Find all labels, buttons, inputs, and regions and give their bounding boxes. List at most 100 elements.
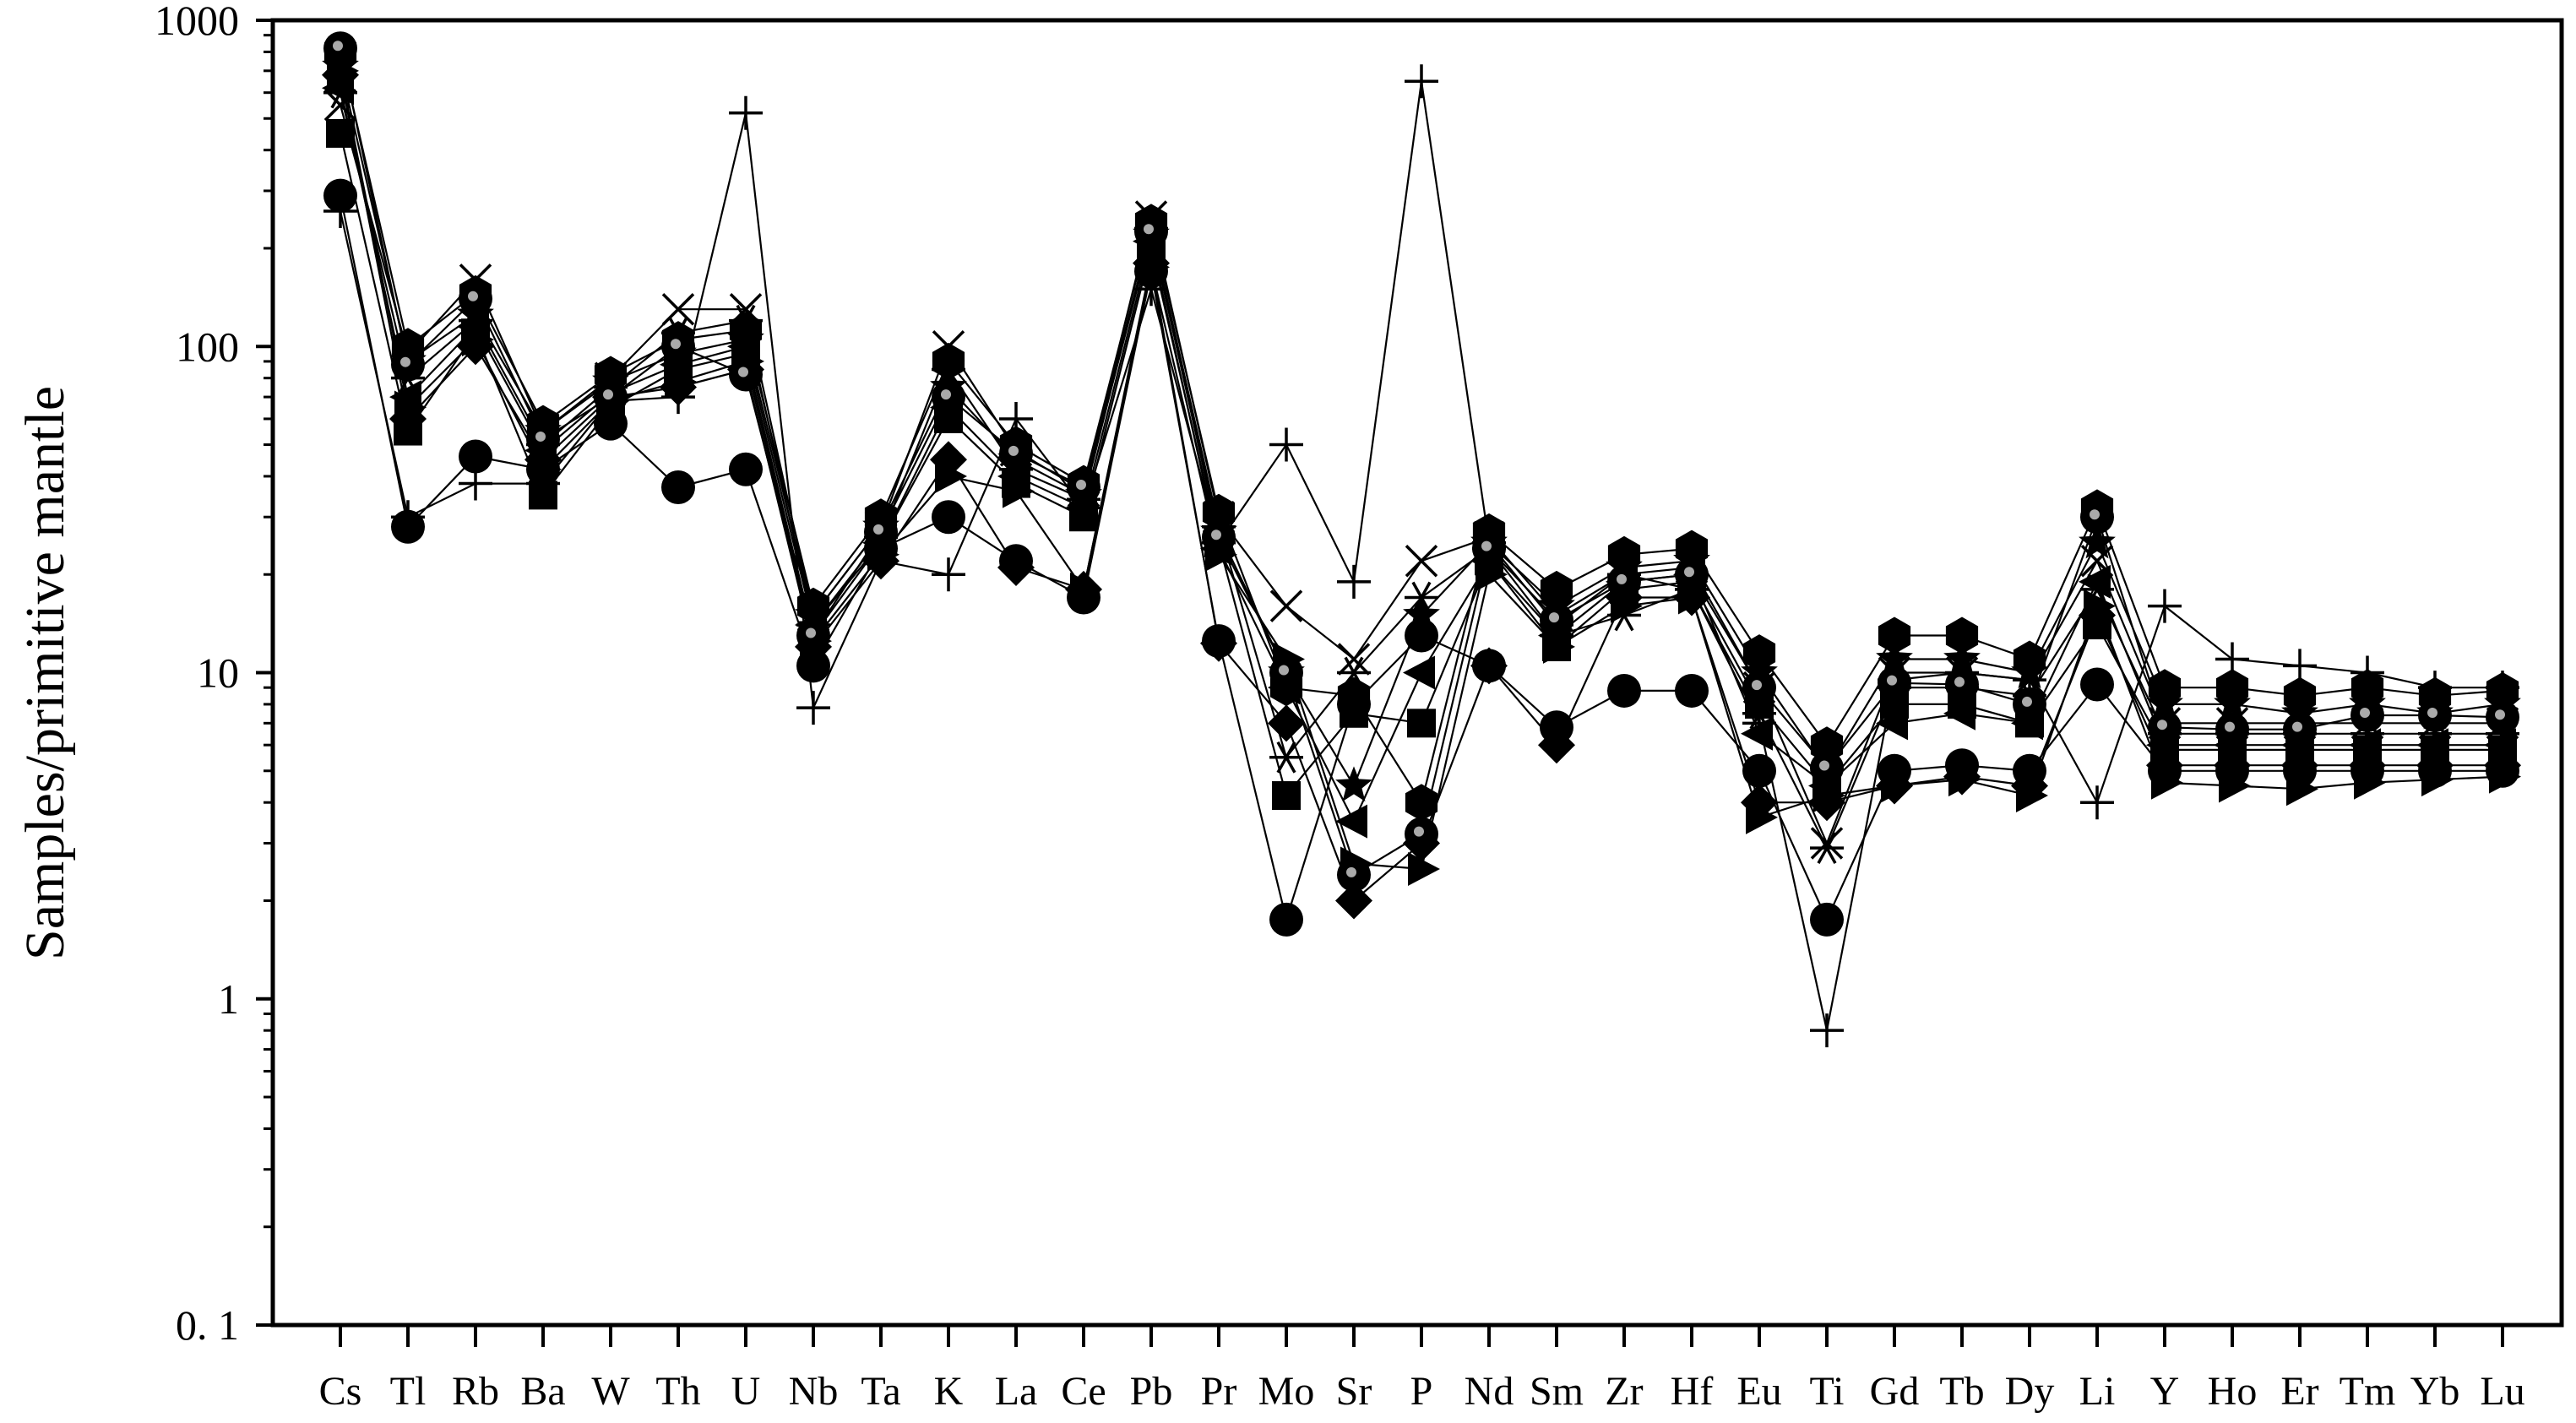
- data-point: [1943, 696, 1975, 731]
- series-dot-circle: [323, 31, 2519, 892]
- data-point-highlight: [2157, 720, 2167, 731]
- data-point: [1876, 706, 1908, 741]
- data-point-highlight: [1887, 675, 1897, 686]
- series-layer: [322, 31, 2521, 1048]
- data-point: [2080, 785, 2114, 820]
- data-point-highlight: [2292, 721, 2302, 732]
- data-point: [1470, 647, 1508, 685]
- x-tick-label: Rb: [452, 1369, 499, 1414]
- data-point-highlight: [1008, 445, 1019, 456]
- data-point: [729, 95, 763, 130]
- data-point-highlight: [1752, 680, 1762, 691]
- x-tick-label: Pb: [1130, 1369, 1173, 1414]
- data-point: [459, 439, 492, 474]
- data-point: [661, 470, 695, 505]
- data-point: [2349, 728, 2381, 763]
- x-tick-label: Zr: [1605, 1369, 1643, 1414]
- x-tick-label: Ta: [861, 1369, 900, 1414]
- data-point: [1675, 673, 1709, 708]
- data-point: [530, 452, 562, 486]
- data-point: [1746, 800, 1778, 834]
- data-point: [2214, 684, 2251, 720]
- data-point: [592, 361, 629, 398]
- data-point: [1405, 64, 1438, 99]
- y-tick-label: 0. 1: [176, 1301, 239, 1349]
- ticks: 0. 1 1 10 100 1000 Cs Tl Rb Ba W Th U Nb Ta K La Ce Pb Pr M…: [155, 0, 2525, 1414]
- data-point: [2421, 763, 2454, 797]
- data-point: [932, 500, 965, 535]
- data-point: [2148, 589, 2182, 623]
- data-point-highlight: [738, 367, 748, 377]
- x-tick-label: La: [995, 1369, 1038, 1414]
- data-point: [1948, 763, 1981, 797]
- data-point-highlight: [1549, 612, 1559, 623]
- data-point: [389, 380, 421, 415]
- data-point: [1810, 1013, 1844, 1048]
- data-point: [1742, 634, 1776, 672]
- series-triangle-right: [327, 53, 2521, 887]
- x-tick-label: Y: [2150, 1369, 2180, 1414]
- data-point-highlight: [535, 431, 546, 442]
- data-point: [1269, 902, 1303, 937]
- data-point: [1335, 804, 1367, 839]
- data-point-highlight: [1684, 567, 1694, 578]
- data-point-highlight: [2090, 509, 2100, 520]
- data-point: [932, 342, 965, 380]
- y-tick-label: 1000: [155, 0, 239, 44]
- x-tick-label: Dy: [2005, 1369, 2055, 1414]
- data-point: [2080, 667, 2114, 702]
- x-tick-label: Tl: [390, 1369, 427, 1414]
- x-tick-label: Nb: [789, 1369, 839, 1414]
- data-point: [1405, 784, 1438, 822]
- data-point-highlight: [1481, 540, 1492, 551]
- data-point: [1070, 572, 1102, 606]
- data-point-highlight: [1279, 665, 1289, 676]
- data-point: [727, 320, 764, 356]
- x-tick-label: Tm: [2340, 1369, 2396, 1414]
- data-point-highlight: [873, 524, 883, 535]
- data-point-highlight: [941, 389, 951, 400]
- data-point: [2011, 653, 2048, 689]
- data-point: [2016, 779, 2048, 813]
- x-tick-label: Sr: [1336, 1369, 1372, 1414]
- x-tick-label: K: [934, 1369, 964, 1414]
- series-line: [339, 81, 2503, 1031]
- data-point-highlight: [333, 41, 343, 52]
- x-tick-label: Eu: [1736, 1369, 1781, 1414]
- x-tick-label: P: [1410, 1369, 1433, 1414]
- data-point: [1337, 564, 1371, 599]
- data-point: [1408, 852, 1440, 887]
- data-point: [1337, 676, 1371, 714]
- data-point-highlight: [400, 356, 410, 367]
- data-point-highlight: [2495, 709, 2505, 720]
- data-point: [2151, 765, 2183, 800]
- data-point: [1269, 427, 1303, 462]
- data-point-highlight: [2022, 696, 2032, 707]
- x-tick-label: Hf: [1671, 1369, 1714, 1414]
- data-point: [1335, 766, 1372, 802]
- data-point-highlight: [1144, 224, 1154, 235]
- data-point-highlight: [1211, 530, 1221, 540]
- data-point: [1403, 655, 1435, 690]
- data-point: [1876, 639, 1913, 676]
- data-point-highlight: [1819, 760, 1829, 771]
- data-point: [1742, 753, 1776, 788]
- data-point: [459, 466, 492, 501]
- data-point-highlight: [1414, 826, 1424, 837]
- data-point: [1810, 832, 1844, 864]
- y-tick-label: 1: [218, 975, 239, 1023]
- data-point: [2084, 589, 2116, 623]
- data-point: [2484, 728, 2516, 763]
- data-point: [1878, 616, 1911, 654]
- x-tick-label: W: [591, 1369, 630, 1414]
- data-point: [2219, 769, 2251, 803]
- data-point: [1269, 589, 1303, 622]
- data-point: [932, 557, 965, 592]
- data-point: [796, 691, 830, 725]
- x-tick-label: Sm: [1530, 1369, 1584, 1414]
- x-tick-label: Th: [655, 1369, 700, 1414]
- data-point: [1268, 704, 1305, 742]
- data-point-highlight: [468, 291, 478, 301]
- data-point: [2354, 765, 2386, 800]
